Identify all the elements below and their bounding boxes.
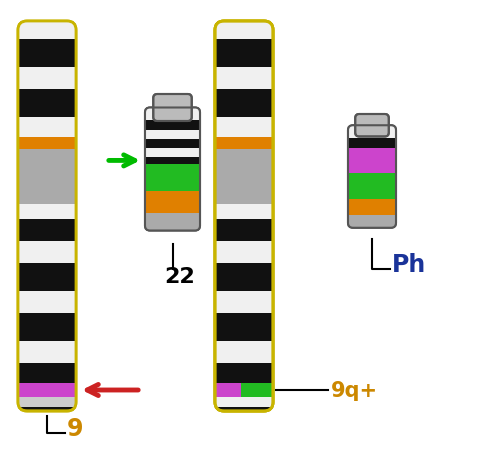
Bar — [215, 383, 273, 397]
Bar — [18, 118, 76, 138]
Bar — [215, 313, 273, 341]
Bar — [348, 148, 396, 174]
Bar — [18, 341, 76, 363]
Bar — [215, 68, 273, 90]
Bar — [18, 40, 76, 68]
Bar — [348, 200, 396, 216]
Bar — [215, 313, 273, 341]
Bar — [18, 291, 76, 313]
Bar — [215, 341, 273, 363]
Bar — [348, 216, 396, 228]
Bar — [18, 22, 76, 40]
FancyBboxPatch shape — [215, 22, 273, 411]
FancyBboxPatch shape — [153, 95, 192, 122]
FancyBboxPatch shape — [145, 108, 200, 231]
Bar — [215, 22, 273, 40]
Bar — [18, 68, 76, 90]
Bar — [215, 138, 273, 150]
Bar — [215, 138, 273, 150]
Bar — [215, 219, 273, 242]
Bar — [18, 263, 76, 291]
Bar — [145, 149, 200, 157]
Bar — [348, 174, 396, 200]
Bar — [145, 192, 200, 214]
Bar — [215, 22, 273, 40]
Bar — [215, 118, 273, 138]
Bar — [18, 363, 76, 383]
Bar — [215, 263, 273, 291]
Bar — [18, 383, 76, 397]
Bar — [348, 138, 396, 148]
Bar — [215, 407, 273, 411]
FancyBboxPatch shape — [348, 126, 396, 228]
Text: Ph: Ph — [392, 253, 426, 276]
Bar — [145, 140, 200, 149]
Bar — [145, 130, 200, 140]
Bar — [215, 242, 273, 263]
Bar — [145, 214, 200, 231]
Bar — [18, 219, 76, 242]
Bar — [215, 68, 273, 90]
Bar — [215, 219, 273, 242]
FancyBboxPatch shape — [18, 22, 76, 411]
Bar — [215, 242, 273, 263]
Bar — [18, 205, 76, 219]
Bar — [215, 90, 273, 118]
Bar — [215, 40, 273, 68]
Bar — [18, 397, 76, 407]
Bar — [241, 383, 273, 397]
Bar — [348, 126, 396, 138]
Bar — [215, 150, 273, 205]
Bar — [215, 263, 273, 291]
Bar — [215, 291, 273, 313]
Bar — [145, 121, 200, 130]
Bar — [215, 341, 273, 363]
Bar — [145, 157, 200, 165]
Bar — [18, 313, 76, 341]
FancyBboxPatch shape — [355, 115, 389, 137]
Bar — [18, 90, 76, 118]
Bar — [145, 108, 200, 121]
Bar — [215, 363, 273, 383]
Bar — [18, 242, 76, 263]
Text: 9: 9 — [67, 416, 83, 440]
Bar — [215, 363, 273, 383]
Bar — [18, 150, 76, 205]
Text: 9q+: 9q+ — [331, 380, 378, 400]
Bar — [18, 138, 76, 150]
Bar — [215, 40, 273, 68]
Text: 22: 22 — [165, 267, 195, 286]
Bar — [145, 165, 200, 192]
FancyBboxPatch shape — [215, 22, 273, 411]
Bar — [215, 383, 273, 397]
Bar — [215, 205, 273, 219]
Bar — [215, 397, 273, 407]
Bar — [215, 118, 273, 138]
Bar — [215, 90, 273, 118]
Bar — [215, 150, 273, 205]
Bar — [215, 205, 273, 219]
Bar — [215, 291, 273, 313]
